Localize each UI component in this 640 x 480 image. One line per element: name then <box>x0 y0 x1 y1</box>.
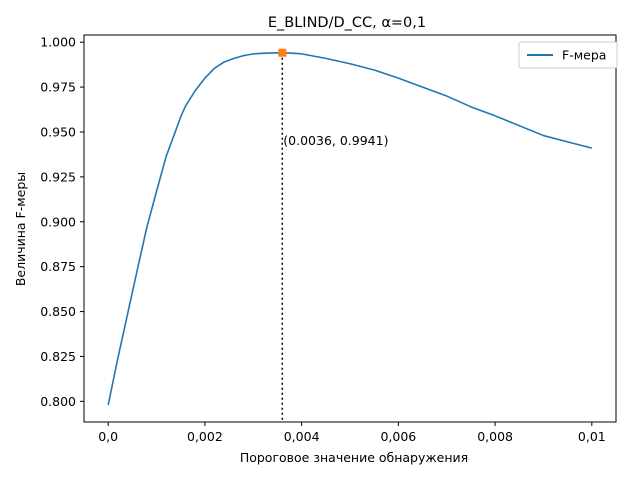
x-tick-label: 0,002 <box>187 429 223 444</box>
axes-frame <box>83 34 617 423</box>
y-tick-label: 0.825 <box>40 349 76 364</box>
axes: 0,0 0,002 0,004 0,006 0,008 0,01 0.800 0.825 0.8… <box>40 34 617 444</box>
legend-frame <box>518 41 618 69</box>
plot-area: (0.0036, 0.9941) <box>107 48 593 422</box>
x-tick-label: 0,008 <box>477 429 513 444</box>
y-tick-label: 0.925 <box>40 169 76 184</box>
y-tick-label: 0.900 <box>40 214 76 229</box>
y-tick-label: 0.875 <box>40 259 76 274</box>
y-tick-label: 0.975 <box>40 80 76 95</box>
legend-series-label: F-мера <box>562 48 606 63</box>
max-point-annotation: (0.0036, 0.9941) <box>283 133 388 148</box>
x-axis-label: Пороговое значение обнаружения <box>240 450 468 465</box>
y-tick-label: 0.800 <box>40 394 76 409</box>
x-tick-label: 0,01 <box>578 429 606 444</box>
y-tick-label: 0.950 <box>40 124 76 139</box>
y-tick-label: 1.000 <box>40 35 76 50</box>
y-tick-label: 0.850 <box>40 304 76 319</box>
x-tick-label: 0,004 <box>284 429 320 444</box>
max-point-marker <box>278 48 287 57</box>
x-tick-label: 0,0 <box>98 429 118 444</box>
chart-title: E_BLIND/D_CC, α=0,1 <box>268 15 426 31</box>
series-line-0 <box>107 51 593 406</box>
legend: F-мера <box>518 41 618 69</box>
y-axis-label: Величина F-меры <box>13 172 28 286</box>
x-tick-label: 0,006 <box>380 429 416 444</box>
